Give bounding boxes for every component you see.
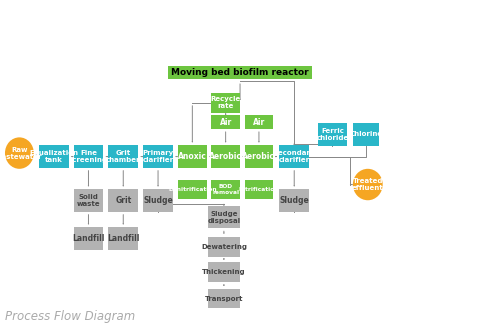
Text: Air: Air [253,118,265,127]
Text: Aerobic: Aerobic [209,152,242,161]
FancyBboxPatch shape [279,189,309,212]
FancyBboxPatch shape [108,189,138,212]
Text: Grit
chamber: Grit chamber [106,150,141,163]
Text: Air: Air [220,118,232,127]
Text: Recycle
rate: Recycle rate [211,96,241,110]
Text: Aerobic: Aerobic [243,152,275,161]
Text: Dewatering: Dewatering [201,244,247,250]
Text: Sludge: Sludge [279,196,309,205]
Text: BOD
removal: BOD removal [212,184,239,195]
Text: Moving bed biofilm reactor: Moving bed biofilm reactor [171,68,309,77]
FancyBboxPatch shape [211,93,240,113]
Ellipse shape [353,169,383,200]
FancyBboxPatch shape [208,206,240,228]
FancyBboxPatch shape [143,189,173,212]
Ellipse shape [5,137,34,169]
FancyBboxPatch shape [39,145,69,168]
Text: Nitrification: Nitrification [239,187,279,192]
Text: Sludge
disposal: Sludge disposal [207,211,241,224]
FancyBboxPatch shape [178,145,207,168]
Text: Sludge: Sludge [143,196,173,205]
FancyBboxPatch shape [353,123,379,146]
Text: Raw
wastewater: Raw wastewater [0,147,43,160]
Text: Chlorine: Chlorine [349,131,382,137]
FancyBboxPatch shape [143,145,173,168]
Text: Equalization
tank: Equalization tank [29,150,78,163]
Text: Landfill: Landfill [107,234,140,243]
Text: Anoxic: Anoxic [178,152,207,161]
Text: Ferric
chloride: Ferric chloride [317,128,348,141]
Text: Transport: Transport [205,296,243,302]
Text: Thickening: Thickening [202,269,246,275]
FancyBboxPatch shape [245,145,273,168]
FancyBboxPatch shape [245,180,273,199]
Text: Grit: Grit [115,196,131,205]
FancyBboxPatch shape [208,289,240,308]
FancyBboxPatch shape [168,66,312,79]
FancyBboxPatch shape [74,189,103,212]
Text: Secondary
clarifier: Secondary clarifier [273,150,315,163]
FancyBboxPatch shape [208,262,240,282]
FancyBboxPatch shape [108,227,138,250]
FancyBboxPatch shape [74,145,103,168]
Text: Process Flow Diagram: Process Flow Diagram [5,310,135,323]
Text: Solid
waste: Solid waste [77,194,100,207]
Text: Treated
effluent: Treated effluent [352,178,384,191]
FancyBboxPatch shape [208,237,240,257]
Text: Landfill: Landfill [72,234,105,243]
FancyBboxPatch shape [279,145,309,168]
Text: Denitrification: Denitrification [168,187,217,192]
FancyBboxPatch shape [211,115,240,129]
FancyBboxPatch shape [245,115,273,129]
Text: Fine
screening: Fine screening [69,150,108,163]
FancyBboxPatch shape [318,123,347,146]
FancyBboxPatch shape [74,227,103,250]
FancyBboxPatch shape [108,145,138,168]
FancyBboxPatch shape [211,145,240,168]
Text: Primary
clarifier: Primary clarifier [143,150,173,163]
FancyBboxPatch shape [178,180,207,199]
FancyBboxPatch shape [211,180,240,199]
